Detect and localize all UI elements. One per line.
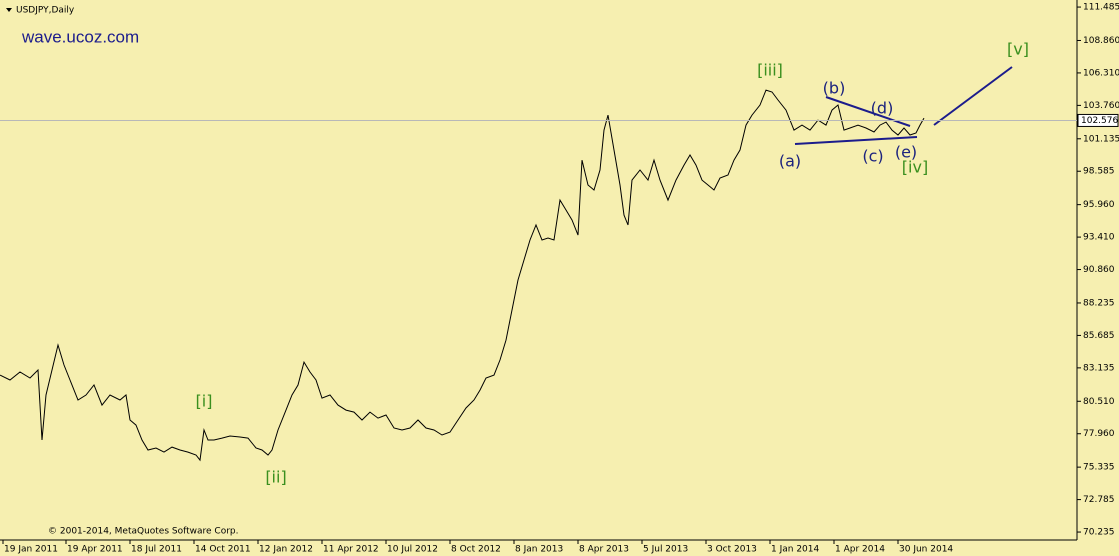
- wave-label: [i]: [196, 392, 213, 411]
- x-tick-label: 18 Jul 2011: [131, 545, 182, 555]
- y-tick-label: 108.860: [1083, 36, 1119, 46]
- y-tick-label: 83.135: [1083, 363, 1115, 373]
- y-tick-label: 93.410: [1083, 233, 1115, 243]
- x-tick-label: 5 Jul 2013: [643, 545, 688, 555]
- y-tick-label: 75.335: [1083, 463, 1115, 473]
- wave-label: [iii]: [757, 61, 783, 80]
- y-tick-label: 90.860: [1083, 265, 1115, 275]
- x-tick-label: 19 Apr 2011: [67, 545, 123, 555]
- y-tick-label: 72.785: [1083, 495, 1115, 505]
- y-tick-label: 70.235: [1083, 528, 1115, 538]
- y-tick-label: 95.960: [1083, 200, 1115, 210]
- wave-label: (c): [862, 147, 883, 166]
- x-tick-label: 1 Apr 2014: [835, 545, 885, 555]
- chart-title: USDJPY,Daily: [16, 6, 75, 16]
- wave-label: (a): [779, 152, 801, 171]
- wave-label: [iv]: [902, 158, 928, 177]
- wave-label: (d): [871, 99, 894, 118]
- y-tick-label: 101.135: [1083, 134, 1119, 144]
- x-tick-label: 10 Jul 2012: [387, 545, 438, 555]
- menu-arrow[interactable]: [6, 8, 12, 12]
- projection-line: [933, 66, 1013, 126]
- x-tick-label: 30 Jun 2014: [899, 545, 953, 555]
- x-tick-label: 8 Apr 2013: [579, 545, 629, 555]
- x-tick-label: 3 Oct 2013: [707, 545, 757, 555]
- x-tick-label: 1 Jan 2014: [771, 545, 819, 555]
- wave-label: (b): [823, 79, 846, 98]
- copyright: © 2001-2014, MetaQuotes Software Corp.: [48, 527, 239, 537]
- x-tick-label: 19 Jan 2011: [4, 545, 58, 555]
- y-tick-label: 106.310: [1083, 68, 1119, 78]
- y-tick-label: 88.235: [1083, 298, 1115, 308]
- wave-label: [v]: [1007, 40, 1029, 59]
- triangle-upper: [825, 96, 911, 127]
- y-tick-label: 111.485: [1083, 3, 1119, 13]
- watermark: wave.ucoz.com: [21, 27, 139, 46]
- y-tick-label: 80.510: [1083, 397, 1115, 407]
- x-tick-label: 8 Jan 2013: [515, 545, 563, 555]
- y-tick-label: 98.585: [1083, 167, 1115, 177]
- y-tick-label: 77.960: [1083, 429, 1115, 439]
- x-tick-label: 8 Oct 2012: [451, 545, 501, 555]
- current-price-label: 102.576: [1081, 116, 1118, 126]
- price-line: [0, 89, 925, 462]
- current-price-box: [1077, 113, 1119, 127]
- triangle-lower: [794, 136, 918, 145]
- wave-lines: [794, 66, 1013, 145]
- x-tick-label: 12 Jan 2012: [259, 545, 313, 555]
- x-tick-label: 14 Oct 2011: [195, 545, 251, 555]
- x-tick-label: 11 Apr 2012: [323, 545, 379, 555]
- wave-label: (e): [895, 143, 917, 162]
- wave-label: [ii]: [265, 468, 286, 487]
- y-tick-label: 103.760: [1083, 101, 1119, 111]
- y-tick-label: 85.685: [1083, 331, 1115, 341]
